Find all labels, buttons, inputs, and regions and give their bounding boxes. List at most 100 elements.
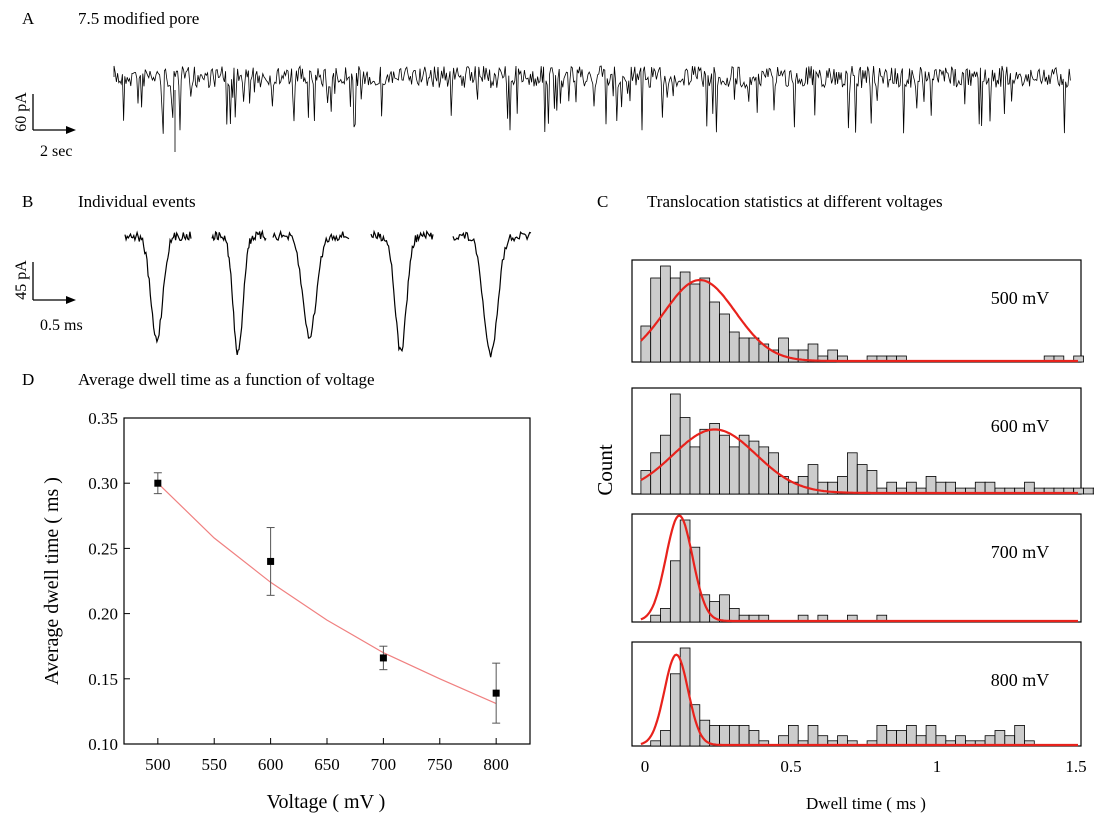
panel-d-frame [123,417,531,745]
panel-c-bar [1014,725,1025,747]
panel-d-x-tick-label: 600 [258,755,284,774]
panel-c-bar [994,730,1006,747]
panel-c-voltage-label: 800 mV [991,670,1050,690]
panel-c-bar [788,349,799,363]
panel-c-fit-curve [640,428,1078,495]
panel-c-bar [886,730,897,747]
panel-d-x-tick-label: 500 [145,755,171,774]
panel-c-bar [729,446,740,495]
panel-c-x-tick-2: 1 [933,757,942,776]
panel-c-bar [719,594,730,623]
panel-c-bar [699,594,711,623]
panel-b-event-2 [211,229,267,356]
panel-c-voltage-label: 500 mV [991,288,1050,308]
panel-d-plot: 500 550 600 650 700 750 800 0.10 0.15 0.20 0.25 0.3… [88,409,531,774]
panel-d-x-tick-label: 550 [201,755,227,774]
panel-c-fit-curve [640,514,1078,623]
panel-c-bar [847,452,858,495]
panel-d-fit-line [157,482,497,705]
panel-c-bar [660,608,671,623]
panel-c-bar [650,740,661,747]
panel-c-bar [807,343,819,363]
panel-b-events [124,229,532,358]
panel-d-x-tick-label: 700 [371,755,397,774]
panel-a-scale-x: 2 sec [40,143,72,160]
panel-c-bar [778,337,789,363]
panel-d-y-tick-label: 0.10 [88,735,118,754]
panel-c-x-tick-1: 0.5 [780,757,801,776]
panel-d-data-point [267,557,275,565]
panel-c-bar [719,313,730,363]
panel-c-histograms: 500 mV 600 mV 700 mV 800 mV [631,259,1094,747]
panel-c-bar [1083,487,1094,495]
panel-c-bar [660,730,671,747]
panel-c-voltage-label: 600 mV [991,416,1050,436]
panel-c-bar [699,277,711,363]
panel-c-x-tick-3: 1.5 [1065,757,1086,776]
panel-c-bar [807,725,819,747]
panel-a-scale-y: 60 pA [13,92,30,132]
panel-c-bar [856,464,868,495]
panel-c-bar [709,422,720,495]
panel-d-letter: D [22,370,34,389]
panel-b-title: Individual events [78,192,196,211]
panel-a-scale-bar [32,94,76,134]
panel-c-bar [689,283,701,363]
panel-b-event-3 [272,229,350,339]
panel-b-scale-y: 45 pA [13,260,30,300]
panel-c-histogram-2: 600 mV [631,387,1094,495]
panel-c-bar [670,277,681,363]
panel-b-event-1 [124,230,192,344]
panel-c-bar [729,725,740,747]
panel-d-data-point [154,479,162,487]
panel-d-title: Average dwell time as a function of volt… [78,370,375,389]
panel-c-histogram-4: 800 mV [631,641,1082,747]
panel-c-bar [788,725,799,747]
panel-c-bar [896,730,907,747]
panel-c-bar [876,725,888,747]
panel-c-bar [738,337,750,363]
panel-c-xlabel: Dwell time ( ms ) [806,794,926,813]
panel-c-bar [807,464,819,495]
panel-c-bar [925,475,937,495]
panel-d-xlabel: Voltage ( mV ) [267,791,386,813]
panel-c-bar [670,673,681,747]
panel-a-title: 7.5 modified pore [78,9,199,28]
panel-b-scale-bar [32,262,76,304]
panel-b-event-4 [370,229,434,353]
panel-c-bar [719,725,730,747]
panel-d-ylabel: Average dwell time ( ms ) [41,477,63,685]
panel-d-y-tick-label: 0.25 [88,539,118,558]
panel-c-bar [738,725,750,747]
panel-c-bar [689,446,701,495]
panel-c-bar [748,730,760,747]
panel-c-bar [679,417,691,495]
panel-d-y-tick-label: 0.35 [88,409,118,428]
panel-c-fit-curve [640,653,1078,747]
panel-d-x-tick-label: 650 [314,755,340,774]
panel-c-bar [1073,355,1084,363]
panel-c-bar [866,470,878,495]
panel-c-ylabel: Count [593,444,617,496]
panel-c-voltage-label: 700 mV [991,542,1050,562]
panel-c-bar [650,614,661,623]
panel-b-scale-x: 0.5 ms [40,317,83,334]
panel-c-bar [906,725,917,747]
panel-c-histogram-3: 700 mV [631,513,1082,623]
panel-d-y-tick-label: 0.20 [88,605,118,624]
panel-a-letter: A [22,9,35,28]
panel-c-bar [719,434,730,495]
panel-c-histogram-1: 500 mV [631,259,1084,363]
panel-c-bar [670,560,681,623]
panel-c-x-ticks: 0 0.5 1 1.5 [641,757,1087,776]
panel-c-bar [729,331,740,363]
panel-c-fit-curve [640,278,1078,363]
panel-c-bar [925,725,937,747]
panel-c-bar [670,393,681,495]
panel-d-x-tick-label: 750 [427,755,453,774]
panel-c-title: Translocation statistics at different vo… [647,192,943,211]
panel-c-bar [709,301,720,363]
panel-b-letter: B [22,192,33,211]
panel-c-bar [699,428,711,495]
